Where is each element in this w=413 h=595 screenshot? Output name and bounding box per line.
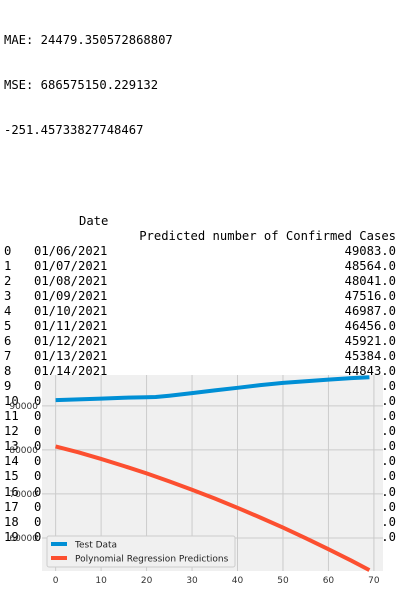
mse-line: MSE: 686575150.229132 <box>4 78 396 93</box>
row-date: 01/09/2021 <box>34 289 107 304</box>
x-tick-label: 0 <box>53 576 59 586</box>
table-row: 5 01/11/2021 46456.0 <box>4 319 396 334</box>
row-value: 46987.0 <box>345 304 396 319</box>
row-date: 01/06/2021 <box>34 244 107 259</box>
row-index: 6 <box>4 334 11 349</box>
table-row: 4 01/10/2021 46987.0 <box>4 304 396 319</box>
x-tick-label: 40 <box>232 576 244 586</box>
table-row: 0 01/06/2021 49083.0 <box>4 244 396 259</box>
table-row: 3 01/09/2021 47516.0 <box>4 289 396 304</box>
row-index: 5 <box>4 319 11 334</box>
row-value: 48041.0 <box>345 274 396 289</box>
row-date: 01/12/2021 <box>34 334 107 349</box>
x-tick-label: 50 <box>277 576 289 586</box>
x-tick-label: 20 <box>141 576 153 586</box>
table-row: 2 01/08/2021 48041.0 <box>4 274 396 289</box>
table-row: 1 01/07/2021 48564.0 <box>4 259 396 274</box>
row-index: 0 <box>4 244 11 259</box>
row-date: 01/07/2021 <box>34 259 107 274</box>
row-index: 1 <box>4 259 11 274</box>
row-index: 2 <box>4 274 11 289</box>
row-date: 01/13/2021 <box>34 349 107 364</box>
row-value: 45384.0 <box>345 349 396 364</box>
legend-entry: Polynomial Regression Predictions <box>75 555 229 565</box>
row-date: 01/08/2021 <box>34 274 107 289</box>
row-value: 48564.0 <box>345 259 396 274</box>
row-date: 01/10/2021 <box>34 304 107 319</box>
x-tick-label: 60 <box>323 576 335 586</box>
column-header-date: Date <box>79 214 108 229</box>
row-date: 01/11/2021 <box>34 319 107 334</box>
column-header-predicted: Predicted number of Confirmed Cases <box>139 229 396 244</box>
y-tick-label: 90000 <box>9 402 38 412</box>
y-tick-label: 60000 <box>9 534 38 544</box>
legend: Test Data Polynomial Regression Predictio… <box>47 536 235 567</box>
x-tick-label: 10 <box>95 576 107 586</box>
row-index: 4 <box>4 304 11 319</box>
row-index: 7 <box>4 349 11 364</box>
table-header: Date Predicted number of Confirmed Cases <box>4 199 396 214</box>
y-tick-label: 70000 <box>9 490 38 500</box>
y-tick-label: 80000 <box>9 446 38 456</box>
x-tick-label: 30 <box>186 576 198 586</box>
row-value: 49083.0 <box>345 244 396 259</box>
row-value: 47516.0 <box>345 289 396 304</box>
score-line: -251.45733827748467 <box>4 123 396 138</box>
prediction-chart: 0 10 20 30 40 50 60 70 60000 70000 80000 90000 Test… <box>0 370 413 595</box>
mae-line: MAE: 24479.350572868807 <box>4 33 396 48</box>
row-index: 3 <box>4 289 11 304</box>
table-row: 6 01/12/2021 45921.0 <box>4 334 396 349</box>
row-value: 45921.0 <box>345 334 396 349</box>
table-row: 7 01/13/2021 45384.0 <box>4 349 396 364</box>
row-value: 46456.0 <box>345 319 396 334</box>
x-tick-label: 70 <box>368 576 380 586</box>
legend-entry: Test Data <box>74 541 117 551</box>
